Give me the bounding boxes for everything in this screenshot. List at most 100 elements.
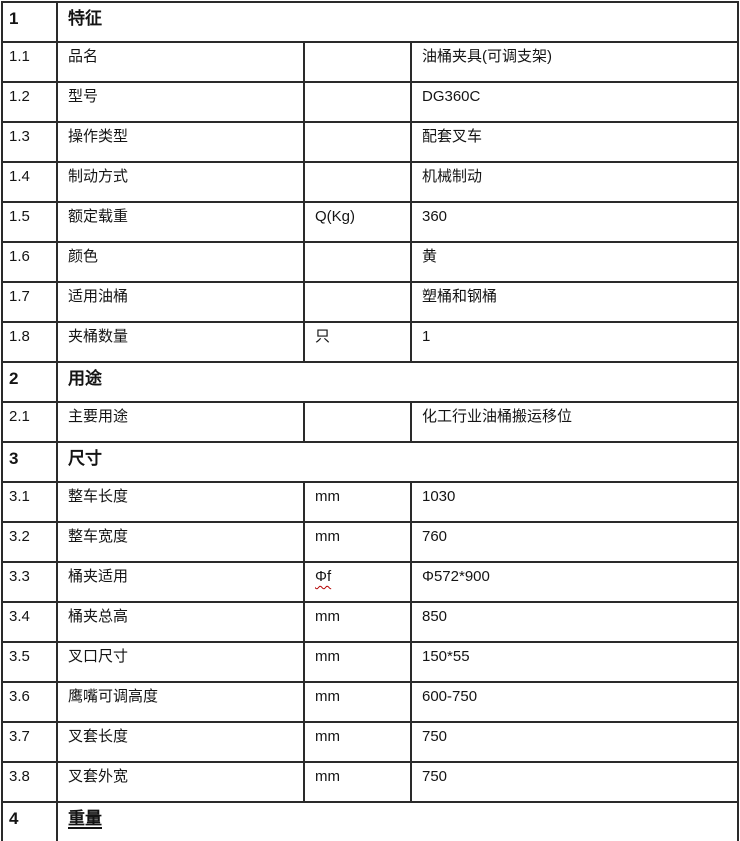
table-row: 3.8 叉套外宽 mm 750 (1, 761, 740, 803)
row-unit: mm (315, 648, 340, 665)
row-value: 760 (409, 521, 740, 563)
section-row: 2 用途 (1, 361, 740, 403)
table-row: 3.4 桶夹总高 mm 850 (1, 601, 740, 643)
row-value: 150*55 (409, 641, 740, 683)
row-index: 2.1 (1, 401, 58, 443)
row-unit-cell: Q(Kg) (303, 201, 412, 243)
row-unit-cell: Φf (303, 561, 412, 603)
table-row: 3.5 叉口尺寸 mm 150*55 (1, 641, 740, 683)
row-value: 配套叉车 (409, 121, 740, 163)
table-row: 1.8 夹桶数量只 1 (1, 321, 740, 363)
row-value: DG360C (409, 81, 740, 123)
row-index: 1.8 (1, 321, 58, 363)
row-name: 型号 (56, 81, 305, 123)
row-unit-cell: 只 (303, 321, 412, 363)
row-unit: mm (315, 608, 340, 625)
row-unit-cell (303, 161, 412, 203)
section-title-cell: 用途 (55, 361, 740, 403)
row-value: 750 (409, 721, 740, 763)
table-row: 3.2 整车宽度 mm 760 (1, 521, 740, 563)
table-row: 1.5 额定载重 Q(Kg) 360 (1, 201, 740, 243)
section-index: 4 (1, 801, 58, 841)
row-name: 夹桶数量 (56, 321, 305, 363)
row-unit: 只 (315, 328, 331, 345)
row-unit-cell (303, 401, 412, 443)
row-index: 1.1 (1, 41, 58, 83)
row-name: 桶夹适用 (56, 561, 305, 603)
row-index: 1.3 (1, 121, 58, 163)
row-unit-cell: mm (303, 681, 412, 723)
row-name: 整车长度 (56, 481, 305, 523)
section-title: 用途 (68, 369, 102, 388)
table-row: 1.7 适用油桶 塑桶和钢桶 (1, 281, 740, 323)
row-value: 机械制动 (409, 161, 740, 203)
row-index: 3.3 (1, 561, 58, 603)
row-unit-cell (303, 241, 412, 283)
section-index: 2 (1, 361, 58, 403)
table-row: 1.6 颜色 黄 (1, 241, 740, 283)
row-value: 360 (409, 201, 740, 243)
row-value: 塑桶和钢桶 (409, 281, 740, 323)
row-name: 品名 (56, 41, 305, 83)
row-name: 叉套外宽 (56, 761, 305, 803)
row-index: 3.1 (1, 481, 58, 523)
row-index: 1.7 (1, 281, 58, 323)
section-row: 4 重量 (1, 801, 740, 841)
table-row: 1.1 品名 油桶夹具(可调支架) (1, 41, 740, 83)
row-unit-cell: mm (303, 721, 412, 763)
section-title: 重量 (68, 809, 102, 828)
row-index: 1.5 (1, 201, 58, 243)
section-title-cell: 重量 (55, 801, 740, 841)
section-title: 尺寸 (68, 449, 102, 468)
row-unit-cell: mm (303, 761, 412, 803)
table-row: 1.3 操作类型 配套叉车 (1, 121, 740, 163)
row-unit: mm (315, 528, 340, 545)
row-index: 3.5 (1, 641, 58, 683)
section-row: 1 特征 (1, 1, 740, 43)
row-name: 叉口尺寸 (56, 641, 305, 683)
row-name: 制动方式 (56, 161, 305, 203)
row-name: 颜色 (56, 241, 305, 283)
row-value: 油桶夹具(可调支架) (409, 41, 740, 83)
table-row: 1.4 制动方式 机械制动 (1, 161, 740, 203)
row-unit-cell: mm (303, 601, 412, 643)
row-index: 3.4 (1, 601, 58, 643)
row-unit: Q(Kg) (315, 208, 356, 225)
row-unit-cell (303, 41, 412, 83)
table-row: 3.1 整车长度 mm 1030 (1, 481, 740, 523)
row-value: 化工行业油桶搬运移位 (409, 401, 740, 443)
row-index: 1.4 (1, 161, 58, 203)
table-row: 2.1 主要用途 化工行业油桶搬运移位 (1, 401, 740, 443)
row-unit: mm (315, 488, 340, 505)
row-value: 750 (409, 761, 740, 803)
row-index: 3.2 (1, 521, 58, 563)
row-unit-cell (303, 121, 412, 163)
row-unit-cell: mm (303, 481, 412, 523)
row-unit-cell (303, 281, 412, 323)
row-name: 叉套长度 (56, 721, 305, 763)
row-name: 鹰嘴可调高度 (56, 681, 305, 723)
row-index: 1.6 (1, 241, 58, 283)
row-unit-cell: mm (303, 641, 412, 683)
section-title-cell: 尺寸 (55, 441, 740, 483)
row-unit: mm (315, 768, 340, 785)
row-value: 1 (409, 321, 740, 363)
row-value: 850 (409, 601, 740, 643)
table-row: 1.2 型号 DG360C (1, 81, 740, 123)
row-name: 操作类型 (56, 121, 305, 163)
section-title-cell: 特征 (55, 1, 740, 43)
row-unit-cell (303, 81, 412, 123)
row-index: 3.7 (1, 721, 58, 763)
row-value: 黄 (409, 241, 740, 283)
row-value: Φ572*900 (409, 561, 740, 603)
row-index: 1.2 (1, 81, 58, 123)
row-name: 桶夹总高 (56, 601, 305, 643)
table-row: 3.3 桶夹适用 Φf Φ572*900 (1, 561, 740, 603)
table-row: 3.7 叉套长度 mm 750 (1, 721, 740, 763)
row-value: 1030 (409, 481, 740, 523)
section-index: 1 (1, 1, 58, 43)
row-name: 主要用途 (56, 401, 305, 443)
